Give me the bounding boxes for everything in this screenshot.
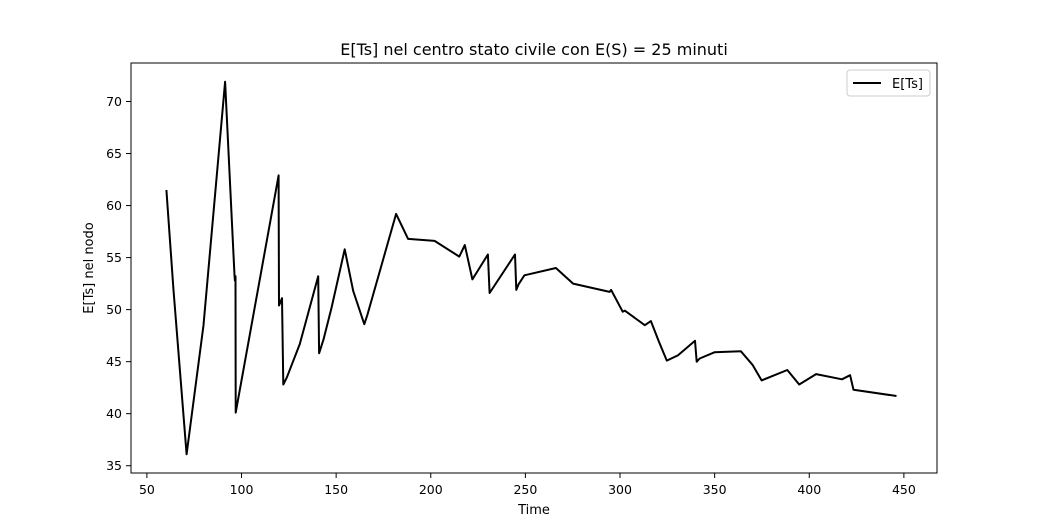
y-axis-ticks: 35 40 45 50 55 60 65 70 (106, 94, 131, 473)
legend: E[Ts] (846, 69, 931, 97)
legend-box (846, 69, 931, 97)
x-tick-label: 50 (139, 482, 155, 497)
x-tick-label: 300 (608, 482, 632, 497)
x-tick-label: 100 (230, 482, 254, 497)
x-tick-label: 400 (797, 482, 821, 497)
y-tick-label: 55 (106, 250, 122, 265)
y-tick-label: 60 (106, 198, 122, 213)
plot-frame (130, 62, 938, 474)
y-tick-label: 70 (106, 94, 122, 109)
plot-area (131, 63, 937, 473)
y-tick-label: 45 (106, 354, 122, 369)
series-line-ets (165, 80, 897, 456)
x-tick-label: 150 (324, 482, 348, 497)
x-tick-label: 450 (892, 482, 916, 497)
chart-title: E[Ts] nel centro stato civile con E(S) =… (340, 40, 728, 59)
x-tick-label: 350 (703, 482, 727, 497)
x-axis-label: Time (517, 503, 550, 518)
y-tick-label: 65 (106, 146, 122, 161)
y-tick-label: 50 (106, 302, 122, 317)
x-tick-label: 250 (513, 482, 537, 497)
x-tick-label: 200 (419, 482, 443, 497)
y-tick-label: 40 (106, 406, 122, 421)
y-tick-label: 35 (106, 458, 122, 473)
legend-label-ets: E[Ts] (892, 77, 923, 92)
y-axis-label: E[Ts] nel nodo (82, 222, 97, 313)
x-axis-ticks: 50 100 150 200 250 300 350 400 450 (139, 473, 916, 497)
